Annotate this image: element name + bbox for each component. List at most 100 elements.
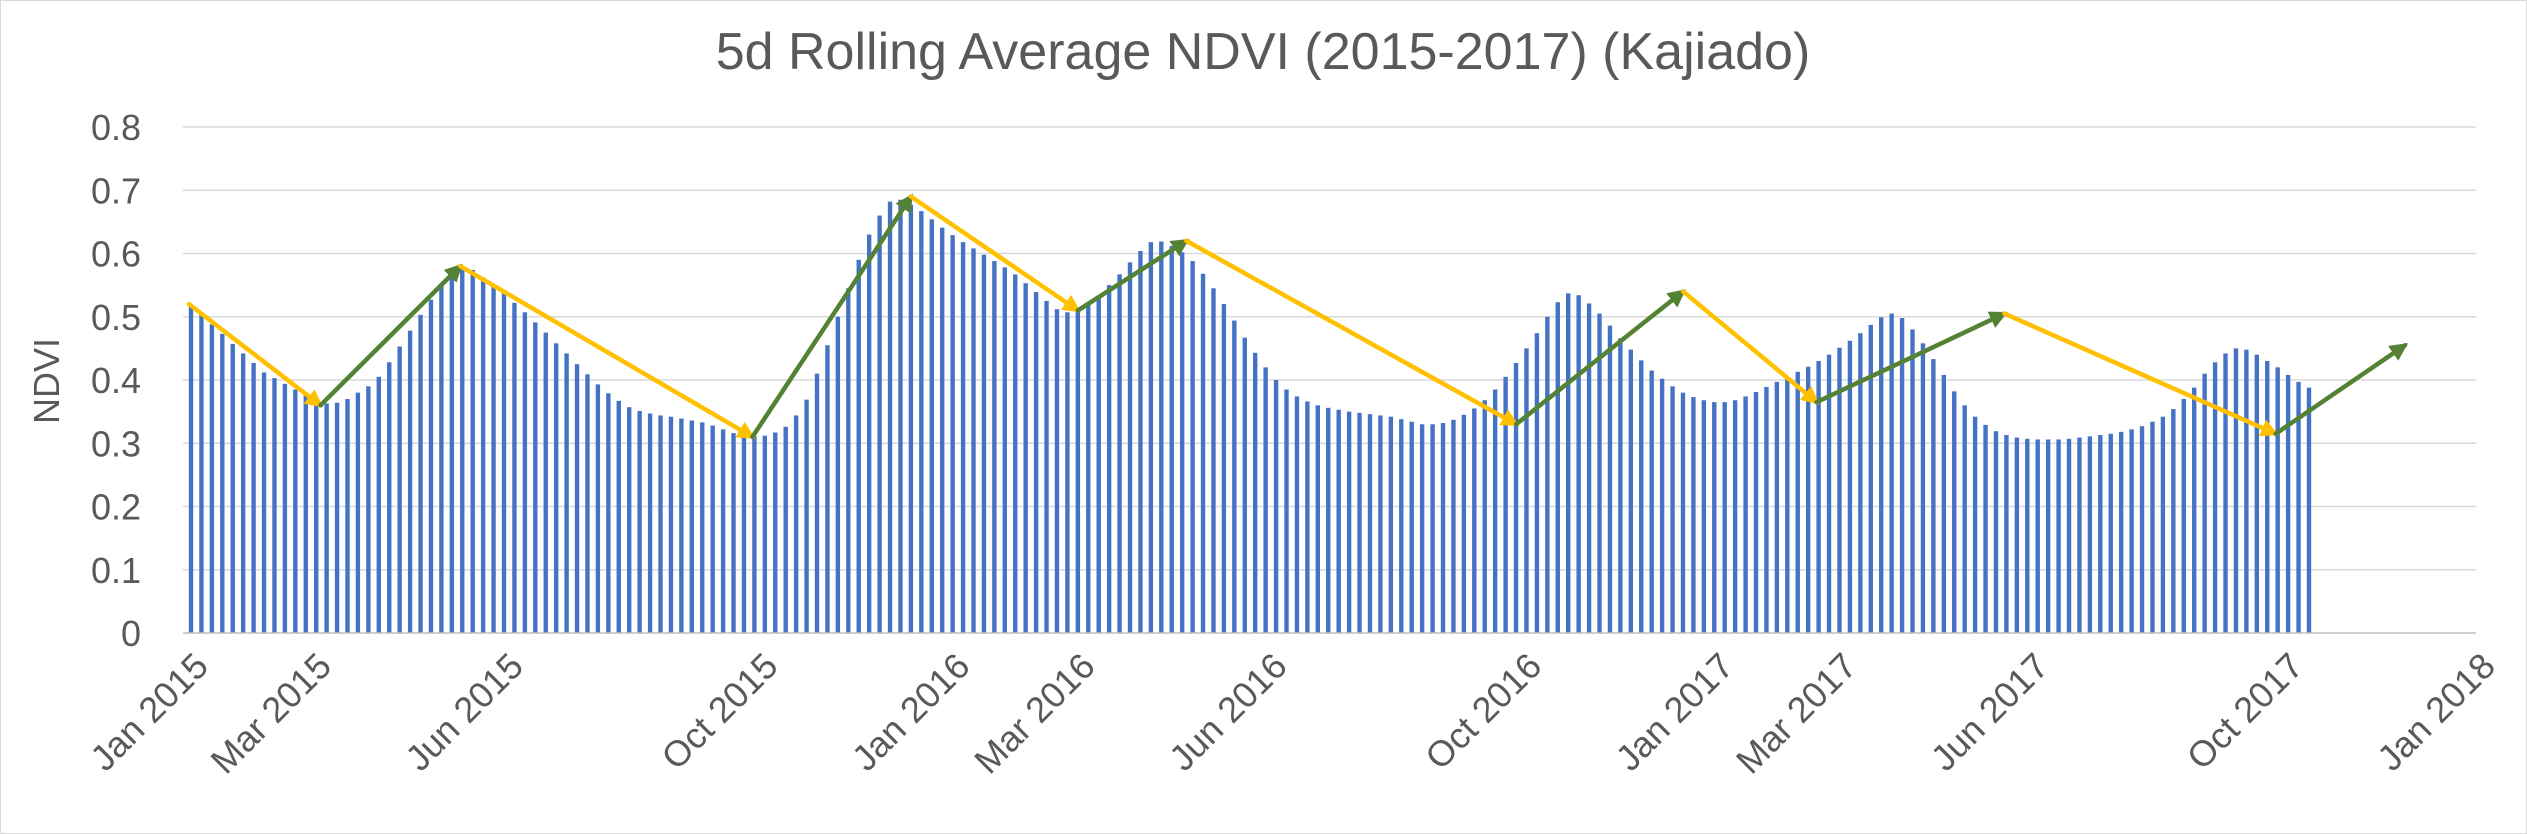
bar <box>230 343 235 633</box>
bar <box>2306 387 2312 633</box>
bar <box>741 435 747 633</box>
bar <box>1712 402 1717 633</box>
bar <box>1566 293 1571 633</box>
bar <box>1315 405 1320 633</box>
bar <box>606 393 611 633</box>
bar <box>1305 401 1310 633</box>
bar <box>1659 378 1665 633</box>
bar <box>1952 391 1957 633</box>
bar <box>2129 429 2134 633</box>
bar <box>1889 313 1894 633</box>
bar <box>647 413 653 633</box>
bar <box>1774 381 1780 633</box>
bar <box>1649 370 1654 633</box>
bar <box>1816 361 1821 633</box>
bar <box>220 333 225 633</box>
bar <box>2275 367 2280 633</box>
bar-series <box>183 199 2476 634</box>
falling-trend-arrow <box>186 301 324 408</box>
bar <box>1555 302 1560 633</box>
bar <box>199 314 204 633</box>
x-tick-label: Mar 2017 <box>1728 645 1865 782</box>
bar <box>1545 316 1550 633</box>
bar <box>1503 376 1508 633</box>
bar <box>2296 381 2301 633</box>
bar <box>293 389 298 633</box>
bar <box>2233 348 2239 633</box>
bar <box>908 204 914 634</box>
bar <box>428 299 434 633</box>
bar <box>2066 438 2072 633</box>
bar <box>2087 436 2093 633</box>
bar <box>282 383 288 633</box>
bar <box>501 293 507 633</box>
bar <box>522 312 528 633</box>
bar <box>407 330 413 633</box>
bar <box>835 316 841 633</box>
bar <box>1221 304 1227 633</box>
bar <box>1399 419 1404 633</box>
bar <box>1378 415 1383 633</box>
falling-trend-arrow <box>2002 311 2279 437</box>
bar <box>752 436 757 633</box>
bar <box>1419 424 1425 633</box>
bar <box>1096 295 1101 633</box>
bar <box>700 422 705 633</box>
bar <box>1868 324 1873 633</box>
bar <box>512 302 517 633</box>
bar <box>1962 405 1967 633</box>
bar <box>658 415 663 633</box>
x-tick-label: Jan 2016 <box>844 645 978 779</box>
falling-trend-arrow <box>1184 238 1520 427</box>
bar <box>856 259 861 633</box>
y-axis-ticks: 0 0.1 0.2 0.3 0.4 0.5 0.6 0.7 0.8 <box>91 107 141 654</box>
bar <box>1607 325 1613 633</box>
rising-trend-arrow <box>2273 342 2409 437</box>
bar <box>616 400 621 633</box>
bar <box>2212 362 2218 633</box>
bar <box>929 219 934 633</box>
bar <box>2098 435 2103 633</box>
x-tick-label: Oct 2017 <box>2179 645 2311 777</box>
bar <box>2171 409 2176 633</box>
rising-trend-arrow <box>1513 289 1686 427</box>
bar <box>1805 366 1811 633</box>
bar <box>2025 438 2030 633</box>
bar <box>1472 408 1477 633</box>
y-tick-label: 0.6 <box>91 234 141 275</box>
y-tick-label: 0.4 <box>91 360 141 401</box>
bar <box>1879 317 1884 633</box>
bar <box>898 199 903 634</box>
bar <box>1430 424 1435 633</box>
y-tick-label: 0.5 <box>91 297 141 338</box>
bar <box>2108 433 2113 633</box>
bar <box>1534 333 1540 633</box>
bar <box>689 420 694 633</box>
y-axis-label: NDVI <box>26 338 67 424</box>
rising-trend-arrow <box>318 263 463 408</box>
bar <box>1190 261 1195 633</box>
bar <box>1628 349 1633 633</box>
trend-arrows <box>186 193 2409 440</box>
falling-trend-arrow <box>908 194 1081 313</box>
bar <box>2160 416 2166 633</box>
bar <box>1200 273 1206 633</box>
bar <box>460 267 465 633</box>
bar <box>992 261 997 633</box>
bar <box>679 418 684 633</box>
chart-title: 5d Rolling Average NDVI (2015-2017) (Kaj… <box>716 23 1811 81</box>
bar <box>1440 423 1446 633</box>
bar <box>2150 421 2155 633</box>
bar <box>887 201 893 633</box>
bar <box>324 403 329 633</box>
bar <box>480 277 486 633</box>
bar <box>345 398 350 633</box>
bar <box>1722 402 1727 633</box>
bar <box>1106 285 1112 633</box>
bar <box>418 314 423 633</box>
bar <box>1273 380 1279 633</box>
bar <box>1691 397 1696 633</box>
bar <box>2223 353 2228 633</box>
